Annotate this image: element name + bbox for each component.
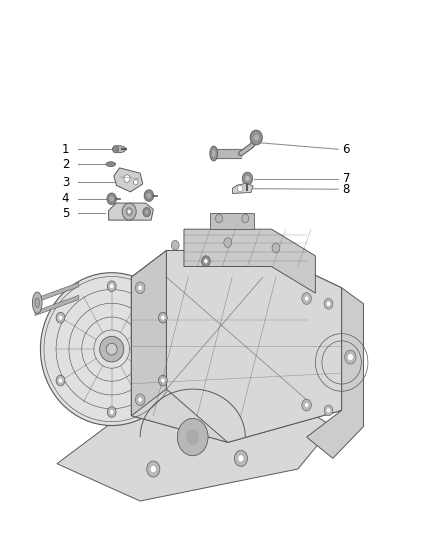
Circle shape (245, 176, 250, 181)
Circle shape (59, 378, 62, 383)
Ellipse shape (99, 336, 124, 362)
Circle shape (305, 296, 308, 301)
Polygon shape (131, 251, 166, 416)
Circle shape (161, 378, 165, 383)
Text: 2: 2 (62, 158, 69, 171)
Circle shape (147, 193, 151, 198)
Circle shape (324, 298, 333, 309)
Circle shape (305, 403, 308, 407)
Circle shape (215, 214, 223, 223)
Circle shape (147, 461, 160, 477)
Polygon shape (109, 203, 153, 220)
Circle shape (56, 375, 65, 386)
Circle shape (135, 394, 145, 406)
Circle shape (224, 238, 232, 247)
Text: 1: 1 (62, 143, 69, 156)
Circle shape (238, 455, 244, 462)
Circle shape (272, 243, 280, 253)
Circle shape (250, 130, 262, 145)
Polygon shape (307, 288, 364, 458)
Circle shape (107, 193, 117, 205)
Circle shape (204, 259, 208, 263)
Circle shape (144, 190, 154, 201)
Text: 5: 5 (62, 207, 69, 220)
Ellipse shape (40, 273, 183, 425)
Circle shape (135, 282, 145, 294)
Circle shape (254, 134, 259, 141)
Text: 3: 3 (62, 176, 69, 189)
Polygon shape (114, 168, 143, 192)
Ellipse shape (210, 146, 218, 161)
Circle shape (324, 405, 333, 416)
Circle shape (138, 286, 142, 290)
Circle shape (159, 312, 167, 323)
Circle shape (171, 240, 179, 250)
Circle shape (134, 180, 138, 185)
Text: 8: 8 (343, 183, 350, 196)
Circle shape (107, 407, 116, 417)
Ellipse shape (32, 292, 42, 313)
Circle shape (122, 203, 136, 220)
Circle shape (201, 256, 210, 266)
Polygon shape (131, 251, 342, 442)
Circle shape (124, 175, 130, 182)
Circle shape (345, 350, 356, 364)
Ellipse shape (106, 343, 117, 355)
Circle shape (110, 284, 113, 288)
Ellipse shape (212, 150, 215, 157)
Circle shape (159, 375, 167, 386)
Circle shape (56, 312, 65, 323)
Text: 4: 4 (62, 192, 69, 205)
Circle shape (242, 214, 249, 223)
Polygon shape (210, 213, 254, 229)
Text: 6: 6 (343, 143, 350, 156)
Circle shape (110, 196, 114, 201)
Circle shape (113, 146, 119, 153)
Circle shape (302, 293, 311, 304)
Polygon shape (35, 282, 79, 303)
Circle shape (107, 281, 116, 292)
Circle shape (327, 408, 330, 413)
Circle shape (242, 172, 253, 185)
Circle shape (143, 207, 151, 217)
Ellipse shape (35, 298, 39, 308)
Circle shape (138, 398, 142, 402)
Circle shape (126, 208, 132, 215)
Circle shape (128, 210, 131, 213)
Circle shape (177, 418, 208, 456)
Circle shape (302, 399, 311, 411)
Polygon shape (233, 183, 253, 193)
Circle shape (237, 185, 243, 192)
Circle shape (161, 316, 165, 320)
Circle shape (234, 450, 247, 466)
Text: 7: 7 (343, 172, 350, 185)
Circle shape (59, 316, 62, 320)
Polygon shape (57, 389, 333, 501)
Polygon shape (184, 229, 315, 293)
Circle shape (327, 302, 330, 306)
Circle shape (110, 410, 113, 414)
Circle shape (186, 429, 199, 445)
Polygon shape (35, 295, 79, 316)
Circle shape (151, 466, 156, 472)
Circle shape (145, 210, 148, 214)
Ellipse shape (113, 146, 126, 152)
Ellipse shape (106, 162, 116, 167)
Polygon shape (166, 251, 342, 442)
Circle shape (348, 354, 353, 360)
